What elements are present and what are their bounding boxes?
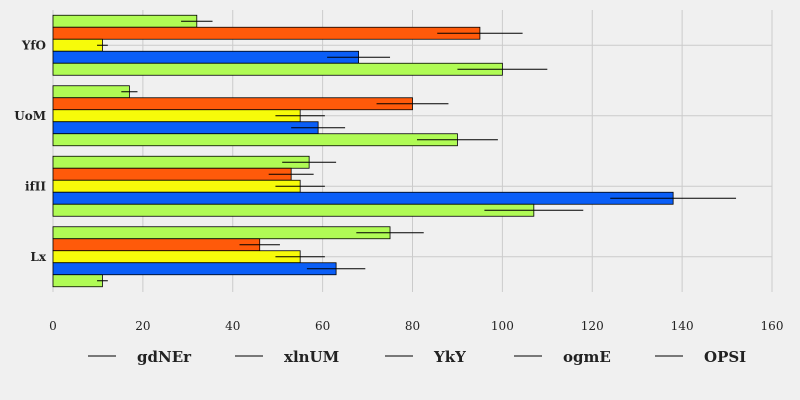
x-tick-label: 60 [315, 319, 330, 333]
x-tick-label: 120 [581, 319, 604, 333]
legend-label: xlnUM [284, 348, 339, 366]
bar [52, 250, 301, 264]
bar [52, 109, 301, 123]
bar [52, 62, 503, 76]
bar [52, 274, 103, 288]
error-bars [97, 20, 737, 282]
bar [52, 179, 301, 193]
bar [52, 26, 481, 40]
bar [52, 121, 319, 135]
x-tick-labels: 0 20 40 60 80 100 120 140 160 [49, 319, 783, 333]
bar [52, 133, 458, 147]
bars [52, 14, 674, 288]
y-tick-labels: YfO UoM ifII Lx [14, 38, 47, 264]
bar [52, 203, 535, 217]
bar [52, 14, 198, 28]
x-tick-label: 20 [135, 319, 150, 333]
category-label: Lx [30, 250, 46, 264]
legend-label: ogmE [563, 348, 611, 366]
legend: gdNEr xlnUM YkY ogmE OPSI [88, 348, 746, 366]
x-tick-label: 0 [49, 319, 57, 333]
x-tick-label: 80 [405, 319, 420, 333]
category-label: UoM [14, 109, 46, 123]
category-label: YfO [21, 38, 46, 52]
legend-label: OPSI [704, 348, 746, 366]
bar [52, 155, 310, 169]
x-tick-label: 140 [671, 319, 694, 333]
x-tick-label: 160 [761, 319, 784, 333]
bar [52, 262, 337, 276]
bar [52, 97, 413, 111]
bar [52, 226, 391, 240]
bar [52, 191, 674, 205]
bar [52, 85, 130, 99]
legend-label: YkY [433, 348, 466, 366]
x-tick-label: 100 [491, 319, 514, 333]
bar [52, 50, 359, 64]
legend-label: gdNEr [137, 348, 192, 366]
x-tick-label: 40 [225, 319, 240, 333]
bar [52, 38, 103, 52]
bar [52, 238, 261, 252]
category-label: ifII [25, 179, 46, 193]
bar [52, 167, 292, 181]
